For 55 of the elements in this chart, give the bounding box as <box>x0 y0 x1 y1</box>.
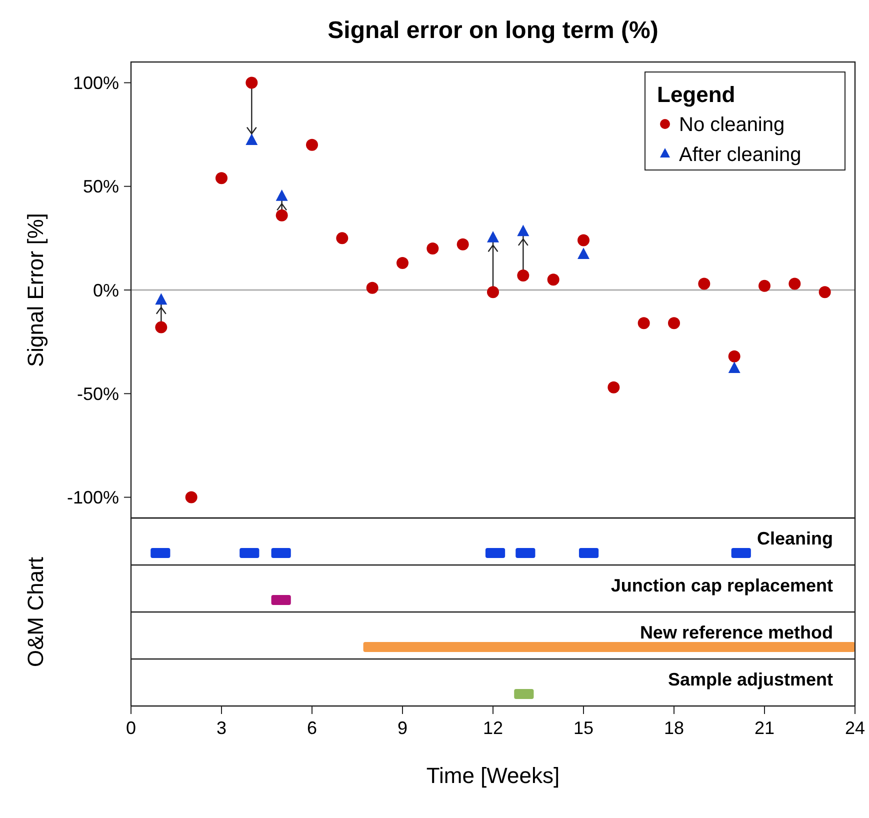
legend-label: No cleaning <box>679 114 785 136</box>
x-axis-title: Time [Weeks] <box>426 763 560 788</box>
legend-label: After cleaning <box>679 144 802 166</box>
x-tick-label: 24 <box>844 718 866 738</box>
point <box>366 282 378 294</box>
point <box>336 232 348 244</box>
y-axis-title: Signal Error [%] <box>23 212 48 368</box>
point <box>517 224 530 236</box>
x-tick-label: 6 <box>306 718 318 738</box>
point <box>155 321 168 334</box>
x-tick-label: 0 <box>126 718 136 738</box>
point <box>216 172 228 184</box>
y-tick-label: -100% <box>66 488 119 508</box>
x-tick-label: 15 <box>573 718 594 738</box>
x-tick-label: 3 <box>216 718 227 738</box>
point <box>456 238 469 250</box>
point <box>578 248 590 259</box>
legend-title: Legend <box>657 82 736 107</box>
point <box>396 257 408 270</box>
point <box>306 138 318 151</box>
y-tick-label: 50% <box>82 176 119 197</box>
y-tick-label: Sample adjustment <box>668 669 833 690</box>
x-tick-label: 12 <box>482 718 504 738</box>
y-tick-label: 0% <box>92 280 119 300</box>
point <box>246 134 258 145</box>
point <box>547 274 560 286</box>
point <box>185 491 198 504</box>
point <box>788 278 801 290</box>
y-tick-label: 100% <box>72 73 119 94</box>
point <box>276 190 288 201</box>
x-tick-label: 21 <box>754 718 775 738</box>
point <box>698 278 710 290</box>
point <box>487 230 499 242</box>
point <box>758 280 770 292</box>
point <box>578 234 590 246</box>
point <box>608 381 620 394</box>
point <box>728 350 740 362</box>
x-tick-label: 9 <box>397 718 408 738</box>
point <box>487 286 499 298</box>
y-tick-label: -50% <box>76 384 119 404</box>
point <box>246 76 258 89</box>
y-axis-title: O&M Chart <box>23 556 48 668</box>
x-tick-label: 18 <box>664 718 684 738</box>
point <box>517 269 530 282</box>
chart-title: Signal error on long term (%) <box>328 17 658 44</box>
y-tick-label: Junction cap replacement <box>610 575 833 596</box>
point <box>638 317 650 330</box>
point <box>155 293 168 305</box>
point <box>728 362 740 373</box>
point <box>426 242 439 255</box>
point <box>818 286 831 298</box>
y-tick-label: Cleaning <box>756 528 833 548</box>
point <box>276 209 288 222</box>
y-tick-label: New reference method <box>640 622 833 642</box>
point <box>668 317 680 330</box>
